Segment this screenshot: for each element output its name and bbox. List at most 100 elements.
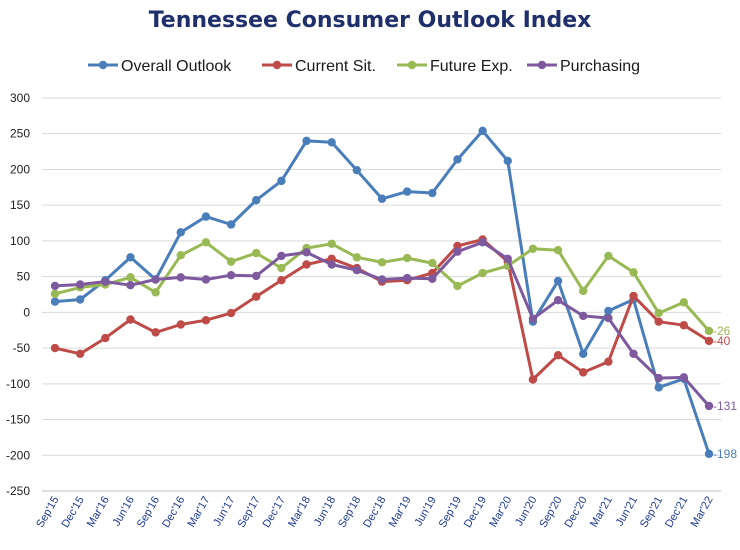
y-tick-label: 250	[10, 127, 30, 141]
y-tick-label: -250	[6, 484, 30, 498]
legend-marker	[537, 60, 547, 70]
data-point	[654, 383, 663, 392]
data-point	[428, 274, 437, 283]
series-future-exp	[50, 238, 714, 336]
data-point	[604, 313, 613, 323]
end-value-label: -198	[713, 447, 737, 461]
y-axis: 300 250 200 150 100 50 0 -50 -100 -150 -200 -250	[6, 91, 30, 498]
data-point	[553, 245, 563, 255]
data-point	[201, 275, 211, 284]
data-point	[579, 368, 588, 377]
x-tick-label: Dec'18	[361, 495, 388, 530]
data-point	[579, 349, 588, 359]
x-tick-label: Sep'17	[235, 495, 262, 530]
data-point	[604, 251, 613, 261]
data-point	[176, 251, 185, 260]
data-point	[679, 298, 689, 307]
data-point	[377, 194, 387, 203]
x-tick-label: Sep'15	[34, 495, 61, 530]
data-point	[352, 165, 362, 175]
x-tick-label: Jun'21	[614, 495, 640, 529]
data-point	[277, 251, 286, 261]
data-point	[402, 273, 412, 283]
data-point	[402, 253, 412, 263]
data-point	[629, 349, 638, 359]
data-point	[503, 156, 512, 166]
y-tick-label: 50	[17, 270, 31, 284]
data-point	[679, 321, 689, 330]
legend-item: Purchasing	[527, 58, 640, 75]
x-tick-label: Jun'17	[211, 495, 237, 529]
data-point	[704, 336, 714, 346]
data-point	[453, 281, 462, 291]
y-tick-label: 300	[10, 91, 30, 105]
data-point	[226, 308, 236, 318]
data-point	[377, 275, 387, 284]
data-point	[428, 258, 437, 268]
y-tick-label: -150	[6, 413, 30, 427]
data-point	[503, 254, 512, 263]
end-labels: -198 -40-26 -131	[713, 324, 737, 461]
data-point	[226, 220, 236, 229]
data-point	[201, 238, 211, 247]
data-point	[151, 275, 160, 284]
series-overall-outlook	[50, 126, 714, 459]
legend-marker	[98, 60, 108, 70]
series-layer	[50, 126, 714, 459]
chart-legend: Overall Outlook Current Sit. Future Exp. Pu…	[88, 58, 640, 75]
data-point	[377, 258, 387, 267]
data-point	[201, 316, 211, 325]
data-point	[252, 271, 261, 281]
data-point	[126, 253, 135, 262]
data-point	[654, 373, 663, 383]
data-point	[654, 317, 663, 326]
data-point	[50, 343, 60, 353]
x-tick-label: Jun'16	[111, 495, 137, 529]
data-point	[226, 271, 236, 280]
data-point	[252, 248, 261, 258]
data-point	[679, 373, 689, 382]
x-tick-label: Jun'20	[513, 495, 539, 529]
data-point	[453, 155, 462, 164]
data-point	[101, 333, 110, 343]
x-tick-label: Dec'17	[261, 495, 288, 530]
data-point	[654, 308, 663, 318]
end-value-label: -131	[713, 399, 737, 413]
x-tick-label: Sep'20	[537, 495, 564, 530]
data-point	[428, 188, 437, 198]
legend-marker	[272, 60, 282, 70]
legend-label: Future Exp.	[430, 58, 513, 75]
data-point	[50, 297, 60, 306]
x-tick-label: Dec'20	[562, 495, 589, 530]
data-point	[277, 263, 286, 273]
x-tick-label: Sep'16	[135, 495, 162, 530]
data-point	[252, 195, 261, 205]
legend-label: Overall Outlook	[121, 58, 232, 75]
y-tick-label: 200	[10, 162, 30, 176]
data-point	[201, 212, 211, 221]
legend-item: Overall Outlook	[88, 58, 232, 75]
data-point	[101, 277, 110, 286]
data-point	[126, 273, 135, 282]
x-axis: Sep'15Dec'15Mar'16Jun'16Sep'16Dec'16Mar'…	[34, 490, 721, 530]
data-point	[327, 239, 336, 248]
series-line	[54, 240, 711, 407]
y-tick-label: 100	[10, 234, 30, 248]
legend-label: Current Sit.	[295, 58, 376, 75]
data-point	[327, 260, 336, 269]
x-tick-label: Mar'17	[185, 495, 212, 530]
x-tick-label: Dec'16	[160, 495, 187, 530]
data-point	[352, 253, 362, 262]
data-point	[75, 349, 85, 359]
end-value-label: -26	[713, 324, 731, 338]
data-point	[528, 314, 538, 323]
data-point	[528, 244, 538, 253]
data-point	[704, 326, 714, 336]
data-point	[176, 228, 185, 237]
x-tick-label: Jun'18	[312, 495, 338, 529]
data-point	[553, 351, 563, 360]
data-point	[151, 288, 160, 297]
y-tick-label: -50	[13, 341, 31, 355]
data-point	[327, 138, 336, 147]
x-tick-label: Dec'21	[663, 495, 690, 530]
